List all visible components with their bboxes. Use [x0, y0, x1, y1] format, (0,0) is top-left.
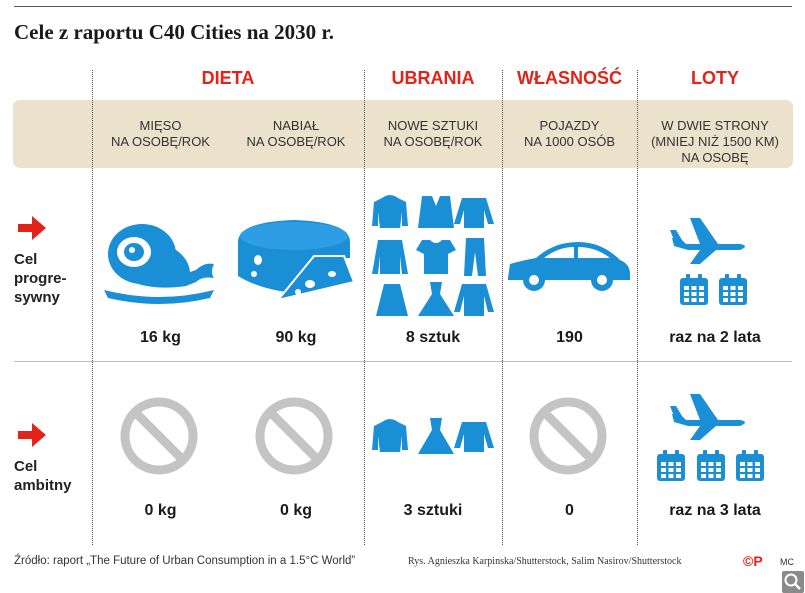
column-divider [502, 70, 503, 545]
calendar-icon [697, 450, 725, 481]
prohibited-icon [120, 397, 198, 475]
row-label-ambitious: Cel ambitny [14, 458, 72, 494]
value-ambitious-mieso: 0 kg [144, 502, 177, 519]
prohibited-icon [529, 397, 607, 475]
row-label-progressive: Cel progre- sywny [14, 251, 67, 306]
top-rule [14, 6, 792, 7]
value-progressive-ubrania: 8 sztuk [405, 329, 461, 346]
value-progressive-loty: raz na 2 lata [669, 329, 761, 346]
arrow-right-icon [18, 216, 46, 240]
author-initials: MC [780, 557, 794, 567]
category-dieta: DIETA [201, 68, 255, 88]
image-credit: Rys. Agnieszka Karpinska/Shutterstock, S… [408, 556, 682, 567]
publisher-logo: ©P [743, 553, 763, 569]
magnifier-icon [784, 573, 801, 590]
clothes-icon [372, 418, 494, 454]
plane-icon [670, 218, 745, 264]
cheese-icon [238, 220, 356, 302]
calendar-icon [680, 274, 708, 305]
category-loty: LOTY [691, 68, 739, 88]
calendar-icon [736, 450, 764, 481]
subheader-ubrania: NOWE SZTUKI NA OSOBĘ/ROK [383, 118, 483, 149]
source-note: Źródło: raport „The Future of Urban Cons… [14, 555, 356, 567]
value-ambitious-nabial: 0 kg [279, 502, 312, 519]
car-icon [508, 242, 630, 291]
ham-icon [104, 224, 214, 304]
calendar-icon [719, 274, 747, 305]
subheader-nabial: NABIAŁ NA OSOBĘ/ROK [246, 118, 346, 149]
category-wlasnosc: WŁASNOŚĆ [517, 68, 622, 88]
value-ambitious-pojazdy: 0 [565, 502, 574, 519]
zoom-button[interactable] [782, 571, 804, 593]
clothes-icon [372, 195, 494, 316]
value-progressive-mieso: 16 kg [140, 329, 181, 346]
column-divider [637, 70, 638, 545]
subheader-loty: W DWIE STRONY (MNIEJ NIŻ 1500 KM) NA OSO… [651, 118, 779, 165]
subheader-pojazdy: POJAZDY NA 1000 OSÓB [523, 118, 616, 149]
plane-icon [670, 394, 745, 440]
value-ambitious-loty: raz na 3 lata [669, 502, 761, 519]
calendar-icon [657, 450, 685, 481]
subheader-band [13, 100, 793, 168]
value-ambitious-ubrania: 3 sztuki [403, 502, 463, 519]
column-divider [364, 70, 365, 545]
subheader-mieso: MIĘSO NA OSOBĘ/ROK [111, 118, 210, 149]
arrow-right-icon [18, 423, 46, 447]
value-progressive-nabial: 90 kg [275, 329, 317, 346]
column-divider [92, 70, 93, 545]
prohibited-icon [255, 397, 333, 475]
row-divider [14, 361, 792, 362]
value-progressive-pojazdy: 190 [556, 329, 583, 346]
category-ubrania: UBRANIA [391, 68, 475, 88]
page-title: Cele z raportu C40 Cities na 2030 r. [14, 20, 335, 44]
